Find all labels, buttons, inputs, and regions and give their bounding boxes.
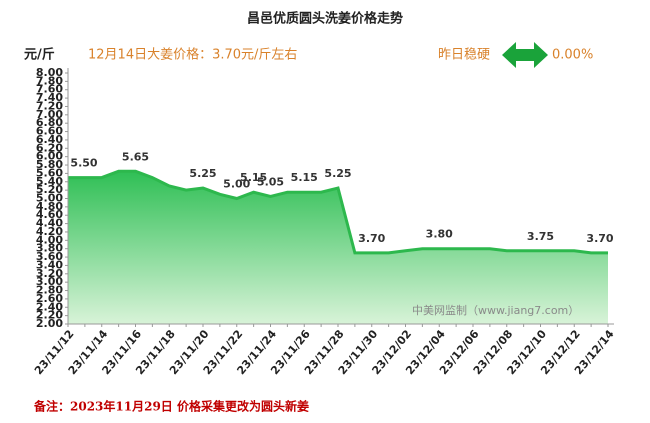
data-label: 3.70 bbox=[358, 232, 385, 245]
y-tick-label: 6.40 bbox=[36, 133, 63, 146]
y-tick-label: 7.40 bbox=[36, 91, 63, 104]
y-tick-label: 2.00 bbox=[36, 317, 63, 330]
y-tick-label: 4.40 bbox=[36, 217, 63, 230]
y-tick-label: 5.20 bbox=[36, 183, 63, 196]
y-tick-label: 6.80 bbox=[36, 116, 63, 129]
y-tick-label: 3.60 bbox=[36, 250, 63, 263]
data-label: 5.25 bbox=[189, 167, 216, 180]
data-label: 5.25 bbox=[324, 167, 351, 180]
watermark: 中美网监制（www.jiang7.com） bbox=[412, 304, 579, 317]
y-tick-label: 2.80 bbox=[36, 284, 63, 297]
note: 备注：2023年11月29日 价格采集更改为圆头新姜 bbox=[33, 399, 309, 414]
y-tick-label: 2.20 bbox=[36, 309, 63, 322]
chart-title: 昌邑优质圆头洗姜价格走势 bbox=[247, 11, 403, 27]
y-tick-label: 7.20 bbox=[36, 99, 63, 112]
y-tick-label: 2.40 bbox=[36, 300, 63, 313]
data-label: 5.15 bbox=[291, 171, 318, 184]
y-tick-label: 2.60 bbox=[36, 292, 63, 305]
line bbox=[68, 169, 608, 255]
area bbox=[68, 171, 608, 324]
data-label: 5.15 bbox=[240, 171, 267, 184]
y-tick-label: 3.40 bbox=[36, 258, 63, 271]
y-tick-label: 7.00 bbox=[36, 108, 63, 121]
data-label: 5.65 bbox=[122, 150, 149, 163]
y-tick-label: 4.20 bbox=[36, 225, 63, 238]
y-tick-label: 5.40 bbox=[36, 175, 63, 188]
data-label: 3.75 bbox=[527, 230, 554, 243]
y-tick-label: 8.00 bbox=[36, 66, 63, 79]
plot-area: 2.002.202.402.602.803.003.203.403.603.80… bbox=[32, 66, 617, 377]
y-tick-label: 7.80 bbox=[36, 74, 63, 87]
y-tick-label: 4.00 bbox=[36, 233, 63, 246]
data-label: 5.05 bbox=[257, 175, 284, 188]
y-tick-label: 5.60 bbox=[36, 166, 63, 179]
data-label: 5.50 bbox=[70, 157, 97, 170]
status-text: 昨日稳硬 bbox=[438, 47, 490, 63]
y-axis-label: 元/斤 bbox=[24, 47, 55, 63]
y-tick-label: 6.20 bbox=[36, 141, 63, 154]
subtitle: 12月14日大姜价格：3.70元/斤左右 bbox=[88, 47, 297, 63]
y-tick-label: 4.80 bbox=[36, 200, 63, 213]
y-tick-label: 4.60 bbox=[36, 208, 63, 221]
y-tick-label: 6.60 bbox=[36, 125, 63, 138]
y-tick-label: 3.00 bbox=[36, 275, 63, 288]
y-tick-label: 6.00 bbox=[36, 150, 63, 163]
y-tick-label: 7.60 bbox=[36, 83, 63, 96]
double-arrow-icon bbox=[502, 42, 548, 68]
y-tick-label: 3.20 bbox=[36, 267, 63, 280]
y-tick-label: 5.00 bbox=[36, 192, 63, 205]
y-tick-label: 5.80 bbox=[36, 158, 63, 171]
data-label: 5.00 bbox=[223, 178, 250, 191]
data-label: 3.70 bbox=[586, 232, 613, 245]
y-tick-label: 3.80 bbox=[36, 242, 63, 255]
change-text: 0.00% bbox=[552, 48, 593, 63]
data-label: 3.80 bbox=[426, 228, 453, 241]
